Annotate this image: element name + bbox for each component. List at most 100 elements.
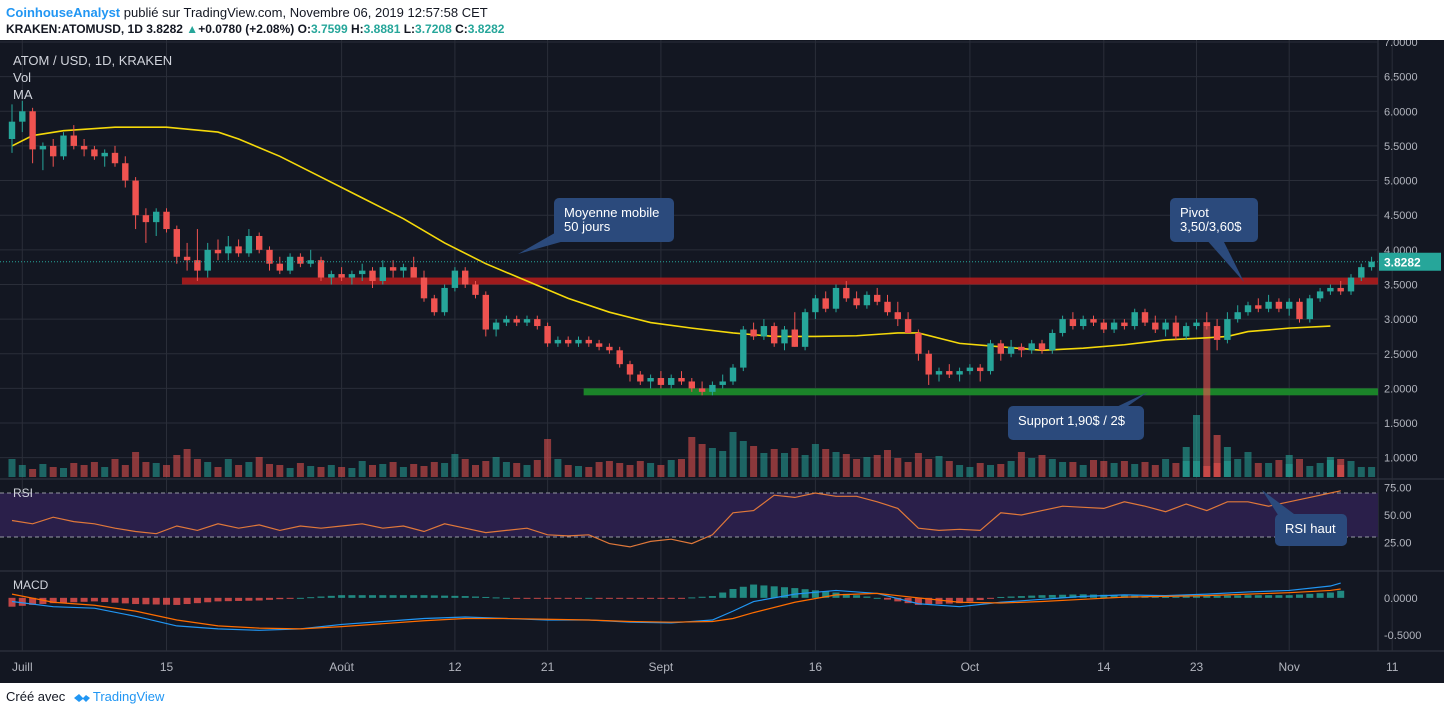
volume-bar bbox=[863, 457, 871, 477]
candle bbox=[874, 287, 881, 306]
candle bbox=[153, 208, 160, 236]
candle bbox=[544, 322, 551, 347]
candle bbox=[379, 260, 386, 285]
candle-body bbox=[1049, 332, 1056, 351]
candle bbox=[925, 350, 932, 385]
macd-histogram-bar bbox=[1254, 595, 1262, 598]
high-label: H: bbox=[351, 22, 364, 36]
ma50-line bbox=[11, 126, 1331, 352]
volume-bar bbox=[616, 463, 624, 477]
volume-bar bbox=[1048, 459, 1056, 477]
volume-bar bbox=[317, 467, 325, 477]
candle-body bbox=[441, 287, 448, 313]
candle bbox=[1110, 319, 1118, 333]
volume-bar bbox=[1244, 452, 1252, 477]
candle bbox=[1049, 329, 1056, 354]
trading-chart[interactable]: 1.00001.50002.00002.50003.00003.50004.00… bbox=[0, 40, 1444, 683]
price-tick-label: 2.5000 bbox=[1384, 349, 1418, 361]
volume-bar bbox=[1275, 460, 1283, 477]
macd-histogram-bar bbox=[266, 597, 273, 600]
candle-body bbox=[935, 371, 943, 375]
candle bbox=[91, 145, 98, 160]
macd-histogram-bar bbox=[966, 597, 974, 602]
candle bbox=[173, 225, 180, 264]
volume-bar bbox=[193, 459, 201, 477]
candle bbox=[235, 239, 242, 257]
candle bbox=[1358, 263, 1365, 282]
candle bbox=[946, 364, 953, 379]
volume-bar bbox=[647, 463, 655, 477]
volume-bar bbox=[1007, 461, 1015, 477]
candle bbox=[286, 253, 294, 275]
candle-body bbox=[884, 301, 891, 313]
candle-body bbox=[1203, 322, 1210, 327]
candle bbox=[122, 156, 129, 188]
volume-bar bbox=[121, 465, 129, 477]
volume-bar bbox=[873, 455, 881, 477]
macd-histogram-bar bbox=[461, 596, 469, 598]
volume-bar bbox=[760, 453, 768, 477]
volume-bar bbox=[822, 449, 830, 477]
candle-body bbox=[698, 388, 706, 392]
candle bbox=[276, 256, 283, 275]
candle bbox=[1100, 319, 1107, 333]
candle-body bbox=[966, 367, 974, 372]
rsi-callout: RSI haut bbox=[1262, 490, 1347, 546]
candle bbox=[503, 315, 510, 327]
macd-histogram-bar bbox=[1162, 596, 1170, 598]
ma-callout-text: Moyenne mobile bbox=[564, 205, 659, 220]
volume-bar bbox=[358, 461, 366, 477]
volume-bar bbox=[307, 466, 315, 477]
volume-bar bbox=[163, 465, 170, 477]
candle-body bbox=[771, 326, 778, 344]
candle bbox=[915, 329, 922, 361]
volume-bar bbox=[1347, 461, 1355, 477]
macd-histogram-bar bbox=[513, 597, 521, 599]
candle-body bbox=[1306, 298, 1313, 320]
last-price: 3.8282 bbox=[146, 22, 183, 36]
footer-brand[interactable]: TradingView bbox=[92, 689, 165, 704]
macd-histogram-bar bbox=[1007, 596, 1015, 598]
candle bbox=[317, 256, 325, 282]
macd-histogram-bar bbox=[1203, 596, 1211, 598]
macd-histogram-bar bbox=[760, 585, 768, 598]
macd-histogram-bar bbox=[575, 597, 582, 599]
macd-histogram-bar bbox=[111, 597, 119, 603]
volume-bar bbox=[956, 465, 964, 477]
volume-bar bbox=[1254, 463, 1262, 477]
macd-histogram-bar bbox=[863, 596, 871, 598]
author-link[interactable]: CoinhouseAnalyst bbox=[6, 5, 121, 20]
candle bbox=[1213, 319, 1221, 351]
candle-body bbox=[214, 249, 222, 254]
candle bbox=[781, 326, 788, 351]
macd-histogram-bar bbox=[348, 595, 356, 598]
macd-histogram-bar bbox=[822, 591, 830, 598]
candle-body bbox=[1316, 291, 1324, 299]
candle bbox=[297, 253, 304, 268]
volume-bar bbox=[739, 441, 747, 477]
last-price-tag bbox=[1379, 252, 1441, 271]
macd-histogram-bar bbox=[451, 595, 459, 598]
candle-body bbox=[554, 339, 562, 344]
candle-body bbox=[668, 378, 675, 385]
volume-bar bbox=[1038, 455, 1046, 477]
candle-body bbox=[1018, 346, 1025, 351]
support-callout-pointer bbox=[1110, 392, 1148, 410]
candle-body bbox=[729, 367, 737, 382]
macd-histogram-bar bbox=[904, 597, 912, 604]
candle bbox=[760, 319, 768, 340]
macd-histogram-bar bbox=[873, 597, 881, 599]
volume-bar bbox=[626, 465, 634, 477]
macd-histogram-bar bbox=[1193, 596, 1200, 598]
macd-histogram-bar bbox=[441, 595, 449, 598]
candle-body bbox=[740, 329, 747, 368]
chart-title: ATOM / USD, 1D, KRAKEN bbox=[13, 53, 172, 68]
macd-histogram-bar bbox=[121, 597, 129, 604]
candle bbox=[1028, 339, 1035, 354]
macd-histogram-bar bbox=[533, 597, 541, 599]
candle-body bbox=[204, 249, 211, 271]
candle-body bbox=[400, 267, 407, 271]
volume-bar bbox=[605, 461, 613, 477]
candle-body bbox=[8, 121, 16, 139]
